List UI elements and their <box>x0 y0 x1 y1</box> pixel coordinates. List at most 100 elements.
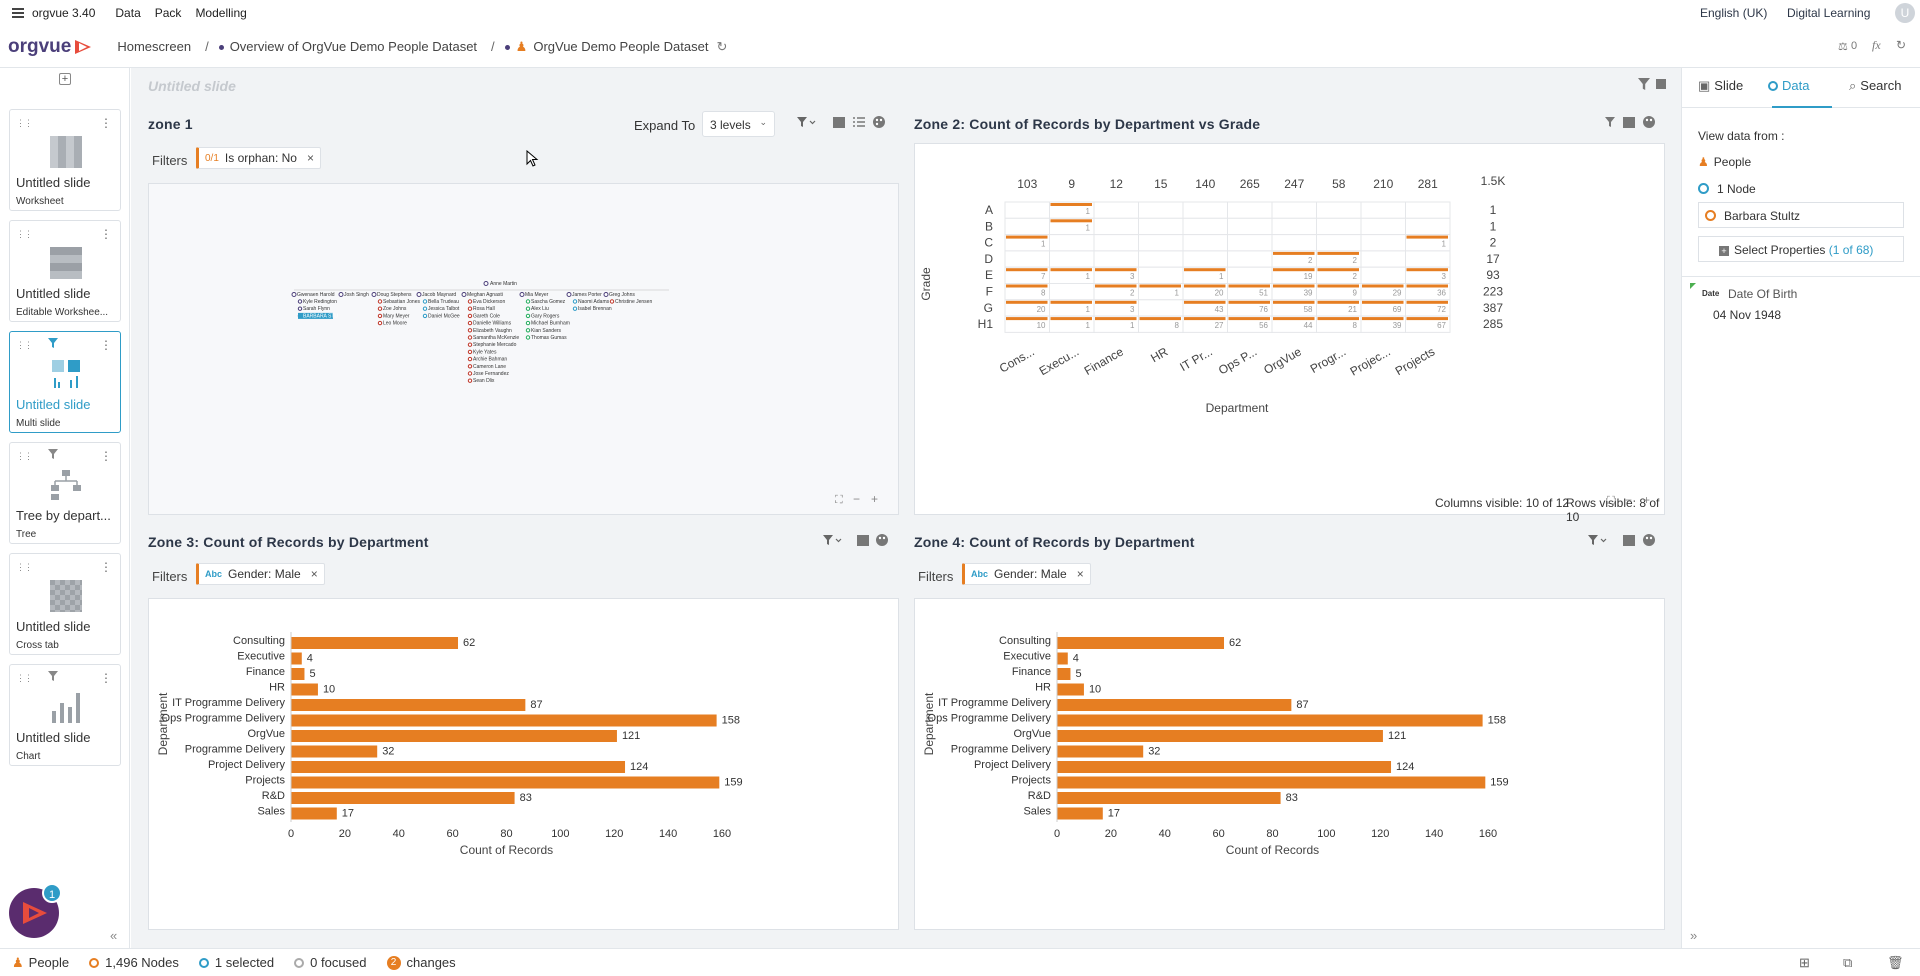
slide-settings-icon[interactable] <box>1655 78 1667 90</box>
drag-handle-icon[interactable]: ⋮⋮ <box>16 673 33 683</box>
slide-title-input[interactable]: Untitled slide <box>148 78 236 94</box>
kebab-menu-icon[interactable]: ⋮ <box>100 671 112 685</box>
bar[interactable] <box>291 637 459 649</box>
menu-data[interactable]: Data <box>115 6 141 20</box>
language-selector[interactable]: English (UK) <box>1700 6 1768 20</box>
breadcrumb-overview[interactable]: Overview of OrgVue Demo People Dataset <box>218 39 477 54</box>
fullscreen-icon[interactable]: ⛶ <box>835 494 843 506</box>
close-icon[interactable]: × <box>1076 567 1084 581</box>
tab-search[interactable]: ⌕ Search <box>1849 78 1901 94</box>
tree-node[interactable]: Sebastian Jones <box>383 299 420 305</box>
bar[interactable] <box>1057 714 1483 727</box>
slide-card-worksheet[interactable]: ⋮⋮ ⋮ Untitled slide Worksheet <box>9 109 121 211</box>
slide-card-editable-worksheet[interactable]: ⋮⋮ ⋮ Untitled slide Editable Workshee... <box>9 220 121 322</box>
slide-card-tree[interactable]: ⋮⋮ ⋮ Tree by depart... Tree <box>9 442 121 544</box>
matrix-cell[interactable] <box>1227 250 1273 268</box>
zone4-filter-chip[interactable]: Abc Gender: Male × <box>962 563 1091 585</box>
matrix-cell[interactable] <box>1004 201 1050 219</box>
delete-icon[interactable]: 🗑 <box>1887 955 1904 970</box>
orgvue-logo[interactable]: orgvue <box>8 36 93 58</box>
dataset-option[interactable]: ♟ People <box>1698 155 1751 169</box>
tree-node[interactable]: Thomas Gumas <box>531 335 567 341</box>
menu-modelling[interactable]: Modelling <box>195 6 247 20</box>
tree-node[interactable]: Meghan Agnasti <box>467 292 503 298</box>
tree-node[interactable]: Naomi Adams <box>578 299 610 305</box>
bar[interactable] <box>291 668 305 680</box>
zone4-screenshot-icon[interactable] <box>1623 535 1635 546</box>
tree-node[interactable]: BARBARA STU <box>303 313 338 319</box>
matrix-cell[interactable] <box>1405 201 1451 219</box>
bar[interactable] <box>1057 699 1292 711</box>
status-changes[interactable]: 2 changes <box>386 955 456 970</box>
matrix-cell[interactable] <box>1138 250 1184 268</box>
select-properties-button[interactable]: + Select Properties (1 of 68) <box>1698 236 1904 262</box>
fullscreen-icon[interactable]: ⛶ <box>1607 495 1615 507</box>
zone1-filter-chip[interactable]: 0/1 Is orphan: No × <box>196 147 321 169</box>
slide-filter-icon[interactable] <box>1638 78 1650 90</box>
tree-node[interactable]: Cameron Lane <box>473 364 506 370</box>
matrix-cell[interactable] <box>1227 266 1273 284</box>
breadcrumb-dataset[interactable]: ♟ OrgVue Demo People Dataset ↻ <box>504 38 728 55</box>
refresh-icon[interactable]: ↻ <box>716 38 728 54</box>
tree-node[interactable]: Kyle Redington <box>303 299 337 305</box>
expand-right-icon[interactable]: » <box>1690 928 1698 943</box>
matrix-cell[interactable] <box>1405 217 1451 236</box>
crosstab-matrix[interactable]: 103 9 12 15 140 265 247 58 210 281 1.5KA 11B 11C 21 1D… <box>915 144 1666 516</box>
status-focused[interactable]: 0 focused <box>294 955 367 970</box>
tree-node[interactable]: Daniel McGee <box>428 313 460 319</box>
tree-node[interactable]: Christine Jensen <box>615 299 652 305</box>
tree-node[interactable]: Josh Singh <box>344 292 369 298</box>
slide-card-multi[interactable]: ⋮⋮ ⋮ Untitled slide Multi slide <box>9 331 121 433</box>
bar[interactable] <box>1057 730 1383 742</box>
matrix-cell[interactable] <box>1182 217 1228 236</box>
bar[interactable] <box>1057 668 1071 680</box>
bar[interactable] <box>1057 761 1392 773</box>
matrix-cell[interactable] <box>1138 299 1184 317</box>
close-icon[interactable]: × <box>310 567 318 581</box>
zone3-bar-chart[interactable]: Consulting 62 Executive 4 Finance 5 HR 10 IT Pro… <box>149 599 900 931</box>
tab-data[interactable]: Data <box>1768 78 1832 108</box>
bar[interactable] <box>291 761 626 773</box>
tree-node[interactable]: Archie Bahman <box>473 357 507 363</box>
matrix-cell[interactable] <box>1182 234 1228 252</box>
tree-node[interactable]: Jacob Maynard <box>422 292 456 298</box>
matrix-cell[interactable] <box>1093 201 1139 219</box>
matrix-cell[interactable] <box>1004 217 1050 236</box>
matrix-cell[interactable] <box>1182 250 1228 268</box>
kebab-menu-icon[interactable]: ⋮ <box>100 449 112 463</box>
tree-node[interactable]: James Porter <box>572 292 602 298</box>
menu-pack[interactable]: Pack <box>154 6 182 20</box>
slide-card-chart[interactable]: ⋮⋮ ⋮ Untitled slide Chart <box>9 664 121 766</box>
close-icon[interactable]: × <box>306 151 314 165</box>
status-dataset[interactable]: ♟ People <box>12 955 69 971</box>
matrix-cell[interactable] <box>1271 217 1317 236</box>
bar[interactable] <box>291 699 526 711</box>
tree-node[interactable]: Leo Moore <box>383 321 407 327</box>
hamburger-menu-icon[interactable] <box>12 8 24 18</box>
bar[interactable] <box>291 807 337 820</box>
tree-node[interactable]: Sean Dlix <box>473 378 495 384</box>
zone4-bar-chart[interactable]: Consulting 62 Executive 4 Finance 5 HR 10 IT Pro… <box>915 599 1666 931</box>
matrix-cell[interactable] <box>1271 201 1317 219</box>
tree-node[interactable]: Mary Meyer <box>383 313 410 319</box>
selected-node[interactable]: Barbara Stultz <box>1698 202 1904 228</box>
add-slide-icon[interactable]: + <box>59 73 71 85</box>
add-icon[interactable]: ⊞ <box>1799 955 1810 970</box>
zone2-palette-icon[interactable] <box>1643 116 1655 128</box>
matrix-cell[interactable] <box>1405 315 1451 333</box>
status-nodes[interactable]: 1,496 Nodes <box>89 955 179 970</box>
tree-node[interactable]: Alex Liu <box>531 306 549 312</box>
bar[interactable] <box>291 776 720 789</box>
zoom-out-icon[interactable]: − <box>1625 493 1633 507</box>
tree-node[interactable]: Michael Burnham <box>531 321 570 327</box>
tree-node[interactable]: Zoe Johns <box>383 306 407 312</box>
matrix-cell[interactable] <box>1360 234 1406 252</box>
matrix-cell[interactable] <box>1316 217 1362 236</box>
matrix-cell[interactable] <box>1405 250 1451 268</box>
tree-node[interactable]: Gary Rogers <box>531 313 560 319</box>
tab-slide[interactable]: ▣ Slide <box>1698 78 1743 94</box>
matrix-cell[interactable] <box>1182 201 1228 219</box>
tree-node[interactable]: Gareth Cole <box>473 313 500 319</box>
bar[interactable] <box>1057 637 1225 649</box>
